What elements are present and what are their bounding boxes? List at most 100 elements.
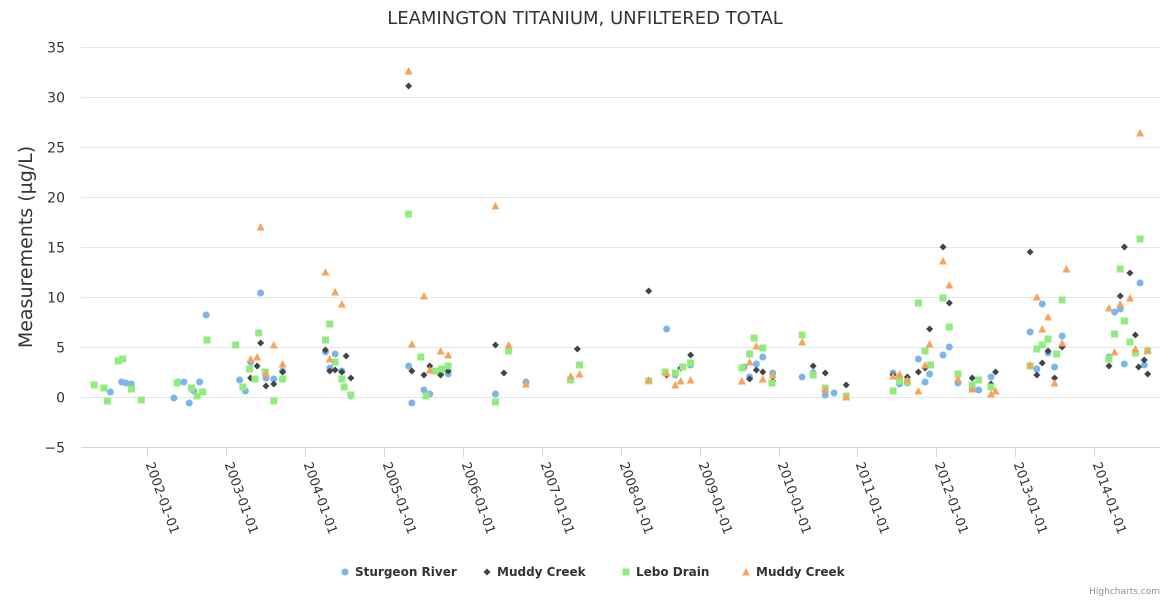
data-point[interactable] (170, 394, 178, 402)
data-point[interactable] (914, 299, 922, 307)
data-point[interactable] (759, 353, 767, 361)
data-point[interactable] (246, 365, 254, 373)
data-point[interactable] (926, 325, 934, 333)
data-point[interactable] (671, 381, 680, 389)
data-point[interactable] (326, 367, 334, 375)
data-point[interactable] (1032, 293, 1041, 301)
data-point[interactable] (746, 350, 754, 358)
data-point[interactable] (975, 386, 983, 394)
data-point[interactable] (945, 323, 953, 331)
data-point[interactable] (420, 371, 428, 379)
data-point[interactable] (279, 375, 287, 383)
data-point[interactable] (939, 294, 947, 302)
data-point[interactable] (199, 388, 207, 396)
data-point[interactable] (679, 363, 687, 371)
data-point[interactable] (257, 289, 265, 297)
data-point[interactable] (798, 338, 807, 346)
data-point[interactable] (926, 361, 934, 369)
data-point[interactable] (180, 378, 188, 386)
data-point[interactable] (331, 358, 339, 366)
data-point[interactable] (436, 347, 445, 355)
credits-link[interactable]: Highcharts.com (1089, 587, 1160, 597)
data-point[interactable] (491, 398, 499, 406)
data-point[interactable] (758, 375, 767, 383)
data-point[interactable] (737, 377, 746, 385)
data-point[interactable] (991, 387, 1000, 395)
data-point[interactable] (1058, 296, 1066, 304)
data-point[interactable] (567, 376, 575, 384)
data-point[interactable] (842, 381, 850, 389)
data-point[interactable] (1120, 317, 1128, 325)
data-point[interactable] (821, 385, 830, 393)
data-point[interactable] (127, 385, 135, 393)
data-point[interactable] (419, 292, 428, 300)
data-point[interactable] (321, 336, 329, 344)
data-point[interactable] (939, 243, 947, 251)
data-point[interactable] (671, 369, 679, 377)
data-point[interactable] (173, 379, 181, 387)
data-point[interactable] (1058, 332, 1066, 340)
data-point[interactable] (331, 288, 340, 296)
data-point[interactable] (1116, 300, 1125, 308)
data-point[interactable] (232, 341, 240, 349)
data-point[interactable] (279, 368, 287, 376)
data-point[interactable] (407, 340, 416, 348)
data-point[interactable] (438, 365, 446, 373)
data-point[interactable] (745, 358, 754, 366)
data-point[interactable] (644, 376, 653, 384)
data-point[interactable] (1116, 265, 1124, 273)
data-point[interactable] (504, 341, 513, 349)
data-point[interactable] (253, 362, 261, 370)
legend-label[interactable]: Sturgeon River (355, 565, 457, 579)
data-point[interactable] (576, 361, 584, 369)
data-point[interactable] (444, 362, 452, 370)
data-point[interactable] (687, 351, 695, 359)
data-point[interactable] (987, 383, 995, 391)
data-point[interactable] (798, 331, 806, 339)
data-point[interactable] (106, 388, 114, 396)
data-point[interactable] (422, 392, 430, 400)
data-point[interactable] (257, 339, 265, 347)
data-point[interactable] (417, 353, 425, 361)
data-point[interactable] (342, 352, 350, 360)
data-point[interactable] (256, 223, 265, 231)
data-point[interactable] (325, 355, 334, 363)
data-point[interactable] (768, 371, 777, 379)
data-point[interactable] (119, 355, 127, 363)
data-point[interactable] (1105, 355, 1113, 363)
data-point[interactable] (663, 325, 671, 333)
data-point[interactable] (926, 370, 934, 378)
data-point[interactable] (1144, 370, 1152, 378)
data-point[interactable] (645, 287, 653, 295)
legend-label[interactable]: Lebo Drain (636, 565, 709, 579)
data-point[interactable] (954, 370, 962, 378)
data-point[interactable] (1136, 129, 1145, 137)
data-point[interactable] (687, 359, 695, 367)
data-point[interactable] (491, 202, 500, 210)
data-point[interactable] (1110, 348, 1119, 356)
data-point[interactable] (425, 366, 434, 374)
data-point[interactable] (321, 268, 330, 276)
data-point[interactable] (925, 340, 934, 348)
data-point[interactable] (903, 376, 912, 384)
data-point[interactable] (921, 347, 929, 355)
data-point[interactable] (1136, 279, 1144, 287)
data-point[interactable] (1111, 308, 1119, 316)
data-point[interactable] (968, 374, 976, 382)
data-point[interactable] (1033, 345, 1041, 353)
data-point[interactable] (821, 369, 829, 377)
data-point[interactable] (676, 377, 685, 385)
data-point[interactable] (347, 391, 355, 399)
data-point[interactable] (1051, 363, 1059, 371)
data-point[interactable] (992, 368, 1000, 376)
data-point[interactable] (945, 299, 953, 307)
data-point[interactable] (1052, 350, 1060, 358)
data-point[interactable] (1038, 341, 1046, 349)
data-point[interactable] (809, 371, 817, 379)
data-point[interactable] (889, 387, 897, 395)
data-point[interactable] (1038, 300, 1046, 308)
data-point[interactable] (914, 355, 922, 363)
data-point[interactable] (278, 360, 287, 368)
data-point[interactable] (1111, 330, 1119, 338)
data-point[interactable] (500, 369, 508, 377)
